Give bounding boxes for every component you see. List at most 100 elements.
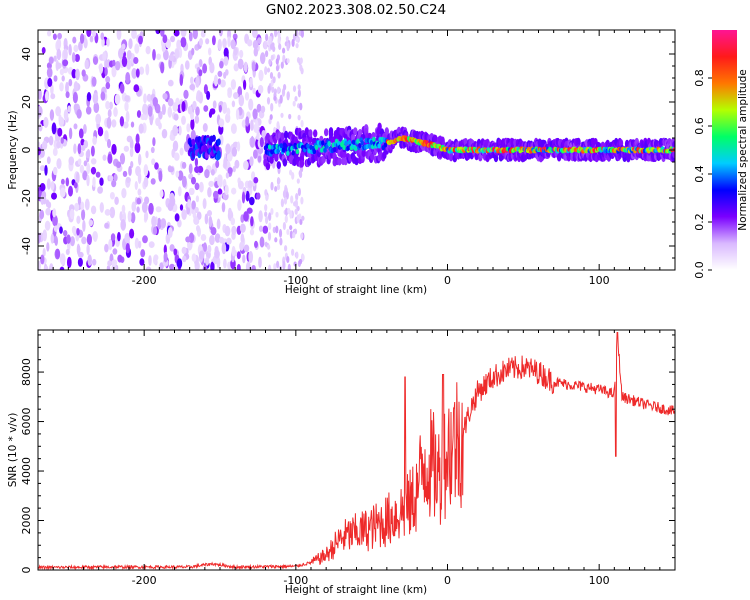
spectrogram-cell — [149, 115, 154, 126]
spectrogram-cell — [268, 222, 272, 230]
spectrogram-cell — [138, 123, 144, 134]
spectrogram-cell — [308, 129, 313, 138]
spectrogram-cell — [102, 51, 107, 62]
spectrogram-cell — [91, 76, 97, 87]
spectrogram-cell — [175, 170, 180, 178]
spectrogram-cell — [187, 105, 193, 115]
spectrogram-cell — [265, 215, 269, 225]
spectrogram-cell — [290, 195, 294, 204]
spectrogram-cell — [97, 126, 104, 137]
spectrogram-cell — [124, 101, 129, 112]
spectrogram-cell — [122, 121, 129, 129]
spectrogram-cell — [66, 234, 71, 244]
spectrogram-cell — [239, 241, 245, 251]
spectrogram-cell — [66, 256, 72, 269]
spectrogram-cell — [178, 125, 182, 136]
spectrogram-cell — [258, 225, 263, 232]
spectrogram-cell — [158, 110, 163, 120]
spectrogram-cell — [360, 140, 364, 146]
colorbar-tick-label: 0.0 — [693, 261, 706, 279]
spectrogram-cell — [279, 143, 284, 149]
spectrogram-cell — [52, 147, 58, 157]
spectrogram-cell — [267, 244, 271, 250]
spectrogram-cell — [38, 260, 42, 270]
spectrogram-cell — [152, 226, 158, 235]
spectrogram-cell — [207, 47, 212, 56]
spectrogram-cell — [183, 89, 189, 100]
spectrogram-cell — [210, 169, 215, 176]
spectrogram-cell — [95, 113, 102, 125]
spectrogram-x-tick-label: -200 — [132, 274, 157, 287]
spectrogram-cell — [113, 173, 118, 182]
spectrogram-cell — [80, 201, 85, 211]
spectrogram-cell — [240, 233, 245, 244]
spectrogram-cell — [260, 105, 266, 114]
spectrogram-cell — [194, 206, 199, 214]
spectrogram-cell — [293, 201, 297, 207]
spectrogram-cell — [133, 57, 139, 64]
spectrogram-x-ticks: -200 -100 0 100 — [37, 30, 676, 287]
spectrogram-cell — [367, 143, 372, 149]
spectrogram-cell — [301, 253, 305, 262]
spectrogram-cell — [154, 162, 159, 170]
spectrogram-cell — [181, 209, 187, 220]
spectrogram-cell — [209, 235, 215, 246]
spectrogram-cell — [131, 201, 137, 212]
spectrogram-cell — [233, 46, 238, 56]
spectrogram-cell — [55, 106, 61, 117]
spectrogram-cell — [124, 95, 130, 102]
spectrogram-cell — [253, 149, 258, 159]
spectrogram-cell — [270, 207, 274, 216]
spectrogram-cell — [138, 35, 143, 45]
spectrogram-cell — [193, 216, 199, 225]
spectrogram-cell — [50, 83, 54, 95]
spectrogram-cell — [192, 30, 198, 40]
spectrogram-cell — [97, 186, 104, 194]
spectrogram-cell — [136, 110, 142, 118]
spectrogram-cell — [186, 123, 191, 133]
spectrogram-cell — [216, 152, 221, 160]
spectrogram-cell — [241, 191, 246, 204]
spectrogram-cell — [65, 248, 70, 256]
spectrogram-cell — [204, 169, 210, 179]
spectrogram-cell — [188, 163, 193, 174]
spectrogram-cell — [188, 31, 193, 42]
spectrogram-cell — [223, 56, 229, 66]
spectrogram-cell — [354, 157, 359, 166]
spectrogram-cell — [256, 192, 261, 200]
spectrogram-cell — [136, 197, 142, 205]
spectrogram-cell — [276, 161, 281, 170]
spectrogram-cell — [294, 199, 298, 209]
spectrogram-cell — [118, 48, 124, 59]
spectrogram-cell — [110, 233, 116, 241]
spectrogram-cell — [191, 138, 196, 146]
spectrogram-cell — [85, 106, 92, 115]
spectrogram-cell — [288, 113, 292, 120]
spectrogram-cell — [68, 127, 73, 140]
spectrogram-cell — [262, 225, 269, 234]
spectrogram-cell — [227, 167, 233, 175]
spectrogram-cell — [210, 261, 215, 270]
colorbar-label: Normalized spectral amplitude — [737, 69, 749, 230]
spectrogram-cell — [104, 222, 110, 229]
spectrogram-cell — [58, 114, 62, 124]
spectrogram-cell — [249, 228, 255, 236]
spectrogram-cell — [224, 225, 231, 237]
spectrogram-cell — [40, 254, 45, 265]
spectrogram-y-ticks: -40 -20 0 20 40 — [20, 29, 675, 271]
spectrogram-cell — [76, 243, 81, 256]
spectrogram-cell — [46, 30, 52, 37]
snr-y-tick-label: 6000 — [20, 408, 33, 436]
spectrogram-cell — [186, 206, 191, 215]
spectrogram-cell — [214, 249, 220, 259]
spectrogram-cell — [109, 191, 115, 200]
spectrogram-cell — [168, 166, 175, 173]
spectrogram-cell — [163, 251, 168, 263]
spectrogram-cell — [107, 153, 113, 164]
spectrogram-cell — [143, 211, 149, 222]
spectrogram-cell — [73, 81, 79, 92]
spectrogram-cell — [181, 100, 186, 113]
spectrogram-cell — [190, 176, 197, 185]
colorbar-ticks: 0.0 0.2 0.4 0.6 0.8 — [693, 69, 712, 279]
spectrogram-cell — [223, 71, 227, 79]
